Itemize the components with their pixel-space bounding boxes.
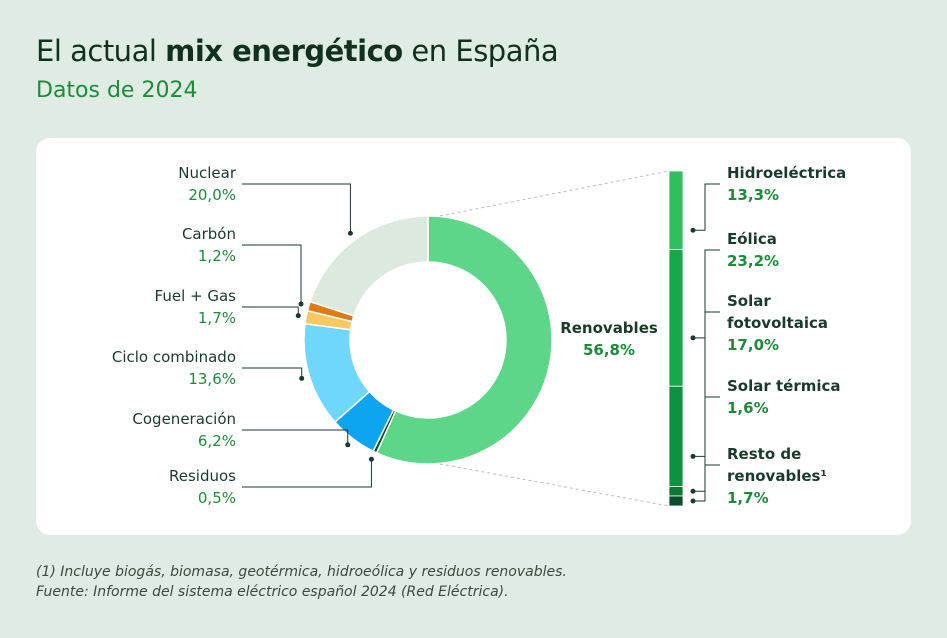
data-label: Fuel + Gas 1,7% <box>36 285 236 329</box>
category-label: Renovables <box>560 319 658 337</box>
leader-line <box>242 306 299 316</box>
leader-dot <box>690 498 696 504</box>
leader-line <box>693 249 720 339</box>
category-label: Carbón <box>181 225 236 243</box>
category-label: Nuclear <box>178 164 236 182</box>
data-label: Solar fotovoltaica 17,0% <box>727 290 857 356</box>
leader-line <box>704 183 720 231</box>
value-label: 1,2% <box>197 247 236 265</box>
data-label: Resto de renovables¹ 1,7% <box>727 443 857 509</box>
leader-dot <box>295 313 301 319</box>
leader-dot <box>690 335 696 341</box>
leader-dot <box>368 456 374 462</box>
leader-line <box>704 396 720 492</box>
title-part: en España <box>402 34 559 68</box>
data-label: Eólica 23,2% <box>727 228 857 272</box>
leader-line <box>693 183 720 231</box>
value-label: 1,7% <box>727 489 769 507</box>
category-label: Resto de renovables¹ <box>727 445 828 485</box>
leader-dot <box>347 230 353 236</box>
leader-dot <box>690 453 696 459</box>
category-label: Cogeneración <box>132 410 236 428</box>
leader-dot <box>299 375 305 381</box>
subtitle: Datos de 2024 <box>36 78 198 103</box>
title-part: mix energético <box>165 34 403 68</box>
category-label: Residuos <box>169 467 236 485</box>
data-label: Hidroeléctrica 13,3% <box>727 162 857 206</box>
leader-dot <box>690 488 696 494</box>
value-label: 17,0% <box>727 336 780 354</box>
leader-line <box>242 183 351 234</box>
leader-line <box>704 249 720 338</box>
leader-line <box>693 396 720 492</box>
data-label: Renovables 56,8% <box>548 317 670 361</box>
leader-line <box>704 311 720 457</box>
notes: (1) Incluye biogás, biomasa, geotérmica,… <box>36 562 567 602</box>
leader-line <box>704 464 720 501</box>
data-label: Cogeneración 6,2% <box>36 408 236 452</box>
leader-line <box>693 464 720 502</box>
title: El actual mix energético en España <box>36 34 559 68</box>
leader-dot <box>298 301 304 307</box>
category-label: Solar térmica <box>727 377 841 395</box>
value-label: 23,2% <box>727 252 780 270</box>
value-label: 0,5% <box>197 489 236 507</box>
connector <box>439 170 670 217</box>
category-label: Solar fotovoltaica <box>727 292 828 332</box>
bar-segment <box>668 249 684 387</box>
bar-segment <box>668 495 684 507</box>
leader-line <box>242 244 302 304</box>
bar-segment <box>668 385 684 487</box>
data-label: Ciclo combinado 13,6% <box>36 346 236 390</box>
donut-slice <box>375 215 553 465</box>
connector <box>439 463 670 507</box>
title-part: El actual <box>36 34 166 68</box>
value-label: 1,6% <box>727 399 769 417</box>
value-label: 6,2% <box>197 432 236 450</box>
category-label: Ciclo combinado <box>111 348 236 366</box>
category-label: Hidroeléctrica <box>727 164 847 182</box>
bar-segment <box>668 170 684 250</box>
data-label: Carbón 1,2% <box>36 223 236 267</box>
donut-slice <box>309 215 429 317</box>
category-label: Eólica <box>727 230 777 248</box>
leader-line <box>242 367 303 379</box>
value-label: 1,7% <box>197 309 236 327</box>
value-label: 20,0% <box>188 186 236 204</box>
card <box>36 138 911 535</box>
category-label: Fuel + Gas <box>154 287 236 305</box>
data-label: Residuos 0,5% <box>36 465 236 509</box>
leader-dot <box>345 442 351 448</box>
data-label: Nuclear 20,0% <box>36 162 236 206</box>
leader-dot <box>690 227 696 233</box>
note: (1) Incluye biogás, biomasa, geotérmica,… <box>36 564 567 580</box>
data-label: Solar térmica 1,6% <box>727 375 857 419</box>
leader-line <box>693 311 720 457</box>
note: Fuente: Informe del sistema eléctrico es… <box>36 584 509 600</box>
value-label: 13,3% <box>727 186 780 204</box>
value-label: 13,6% <box>188 370 236 388</box>
leader-line <box>242 459 372 488</box>
leader-line <box>242 429 349 445</box>
bar-segment <box>668 486 684 497</box>
value-label: 56,8% <box>582 341 636 359</box>
